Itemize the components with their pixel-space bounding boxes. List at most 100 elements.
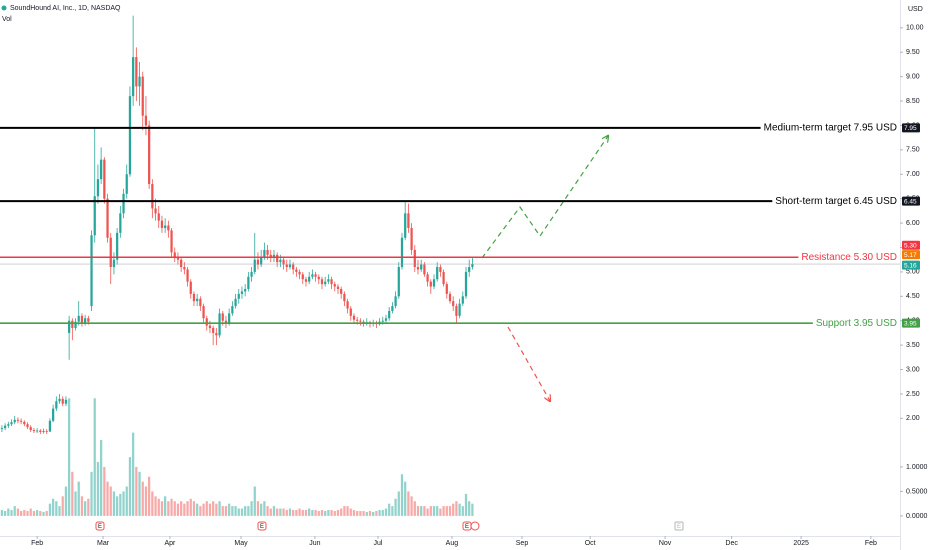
candle-body bbox=[10, 422, 13, 425]
y-tick-label: 2.50 bbox=[906, 391, 920, 398]
candle-body bbox=[157, 213, 160, 221]
candle-body bbox=[189, 281, 192, 294]
candle-body bbox=[138, 76, 141, 87]
volume-bar bbox=[36, 510, 39, 516]
y-tick-label: 4.50 bbox=[906, 293, 920, 300]
y2-tick-label: 0.0000 bbox=[906, 513, 928, 520]
volume-bar bbox=[148, 476, 151, 516]
candle-body bbox=[269, 254, 272, 258]
future-earnings-marker[interactable] bbox=[674, 521, 684, 531]
candle-body bbox=[205, 318, 208, 326]
x-tick-label: Feb bbox=[865, 540, 877, 547]
candle-body bbox=[0, 428, 4, 430]
candle-body bbox=[468, 267, 471, 272]
volume-bar bbox=[288, 508, 292, 516]
y2-tick-label: 1.0000 bbox=[906, 464, 928, 471]
earnings-marker[interactable] bbox=[95, 521, 105, 531]
currency: USD bbox=[908, 6, 923, 13]
candle-body bbox=[90, 235, 93, 307]
volume-bar bbox=[266, 506, 269, 516]
candle-body bbox=[122, 193, 125, 214]
volume-bar bbox=[167, 501, 170, 516]
candle-body bbox=[452, 301, 455, 307]
candle-body bbox=[333, 284, 336, 287]
candle-body bbox=[391, 306, 394, 311]
candle-body bbox=[276, 254, 279, 263]
volume-bar bbox=[253, 486, 256, 516]
volume-bar bbox=[212, 501, 215, 516]
volume-bar bbox=[196, 503, 199, 516]
volume-bar bbox=[16, 508, 20, 516]
volume-bar bbox=[128, 457, 132, 516]
candle-body bbox=[87, 318, 90, 322]
x-tick-label: Aug bbox=[446, 540, 459, 547]
candle-body bbox=[221, 313, 224, 321]
volume-bar bbox=[468, 501, 471, 516]
candle-body bbox=[253, 259, 256, 272]
x-tick-label: Dec bbox=[725, 540, 738, 547]
level-label: Short-term target 6.45 USD bbox=[775, 196, 897, 207]
candle-body bbox=[176, 257, 180, 260]
candle-body bbox=[100, 159, 103, 180]
volume-bar bbox=[372, 511, 375, 516]
volume-bar bbox=[250, 501, 253, 516]
volume-bar bbox=[458, 503, 461, 516]
candle-body bbox=[154, 208, 157, 214]
volume-bar bbox=[324, 511, 327, 516]
volume-bar bbox=[452, 503, 455, 516]
candle-body bbox=[208, 325, 212, 329]
candle-body bbox=[260, 257, 263, 265]
volume-bar bbox=[244, 506, 247, 516]
candle-body bbox=[397, 267, 400, 297]
candle-body bbox=[119, 213, 122, 233]
volume-bar bbox=[362, 511, 365, 516]
candle-body bbox=[186, 269, 189, 282]
volume-bar bbox=[26, 511, 29, 516]
earnings-label: E bbox=[260, 524, 264, 530]
volume-bar bbox=[240, 508, 244, 516]
candle-body bbox=[471, 264, 474, 268]
volume-bar bbox=[461, 506, 464, 516]
candle-body bbox=[413, 249, 416, 268]
candle-body bbox=[160, 220, 164, 228]
candle-body bbox=[439, 267, 442, 272]
candle-body bbox=[148, 125, 151, 185]
volume-bar bbox=[471, 503, 474, 516]
y-tick-label: 7.50 bbox=[906, 147, 920, 154]
volume-bar bbox=[448, 506, 452, 516]
candle-body bbox=[74, 321, 77, 329]
candle-body bbox=[432, 279, 436, 287]
volume-bar bbox=[61, 496, 64, 516]
volume-bar bbox=[186, 501, 189, 516]
candle-body bbox=[4, 425, 7, 429]
price-badge-label: 5.30 bbox=[904, 242, 917, 249]
price-badge-label: 5.17 bbox=[904, 252, 917, 259]
candle-body bbox=[228, 313, 231, 324]
candle-body bbox=[330, 279, 333, 285]
candle-body bbox=[340, 288, 343, 294]
bullish-projection bbox=[481, 136, 608, 259]
volume-bar bbox=[20, 511, 23, 516]
volume-bar bbox=[84, 501, 87, 516]
earnings-marker[interactable] bbox=[257, 521, 267, 531]
y-tick-label: 5.00 bbox=[906, 269, 920, 276]
volume-bar bbox=[301, 510, 304, 516]
volume-bar bbox=[74, 491, 77, 516]
candle-body bbox=[404, 213, 407, 238]
volume-bar bbox=[432, 506, 436, 516]
event-markers: E E E E bbox=[95, 521, 684, 531]
volume-bar bbox=[413, 501, 416, 516]
volume-bar bbox=[224, 506, 228, 516]
candle-body bbox=[346, 301, 349, 309]
dividend-marker[interactable] bbox=[470, 521, 480, 531]
x-tick-label: Oct bbox=[585, 540, 596, 547]
candle-body bbox=[388, 310, 391, 319]
volume-bar bbox=[42, 511, 45, 516]
candle-body bbox=[215, 332, 218, 336]
volume-bar bbox=[285, 510, 288, 516]
candle-body bbox=[93, 196, 96, 236]
volume-bar bbox=[407, 491, 410, 516]
volume-bar bbox=[384, 508, 388, 516]
x-tick-label: Nov bbox=[659, 540, 672, 547]
earnings-label: E bbox=[98, 524, 102, 530]
